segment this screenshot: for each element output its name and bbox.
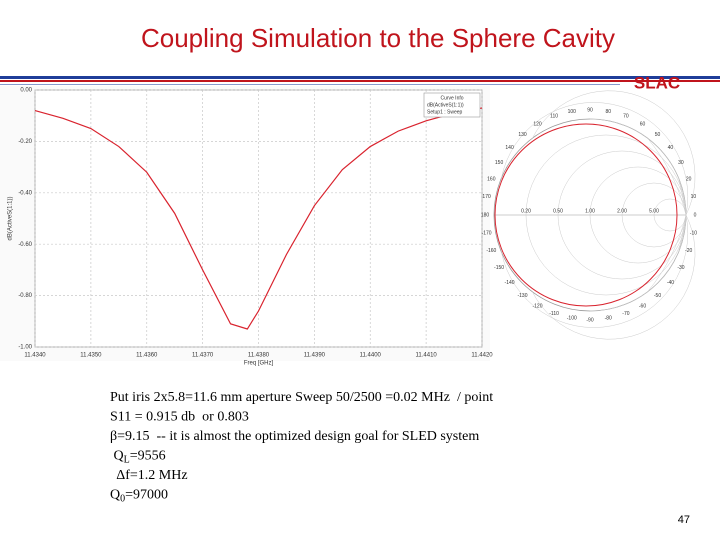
y-tick-label: -0.60 (18, 242, 32, 248)
smith-x-arc (532, 214, 696, 340)
x-tick-label: 11.4420 (471, 353, 493, 359)
smith-angle-label: -70 (622, 311, 629, 317)
smith-angle-label: 140 (505, 145, 514, 151)
smith-r-label: 0.50 (553, 208, 563, 214)
x-axis-label: Freq [GHz] (244, 361, 274, 367)
x-tick-label: 11.4340 (24, 353, 46, 359)
smith-x-arc (501, 102, 689, 216)
y-tick-label: 0.00 (20, 88, 32, 94)
smith-angle-label: 70 (623, 114, 629, 120)
smith-x-arc (589, 214, 687, 312)
smith-x-arc (501, 214, 689, 328)
x-tick-label: 11.4350 (80, 353, 102, 359)
note-line: Q0=97000 (110, 488, 168, 505)
smith-angle-label: 40 (668, 145, 674, 151)
logo: SLAC (634, 73, 680, 92)
x-tick-label: 11.4360 (136, 353, 158, 359)
smith-angle-label: 110 (550, 114, 558, 120)
note-main: Q (110, 488, 120, 503)
legend-text: Setup1 : Sweep (427, 109, 463, 115)
smith-r-label: 0.20 (521, 208, 531, 214)
rule-blue (0, 76, 720, 79)
smith-x-arc (647, 138, 687, 216)
smith-r-label: 5.00 (649, 208, 659, 214)
smith-x-arc (647, 214, 687, 292)
smith-angle-label: -20 (685, 248, 692, 254)
y-tick-label: -0.40 (18, 190, 32, 196)
smith-angle-label: -110 (549, 311, 559, 317)
y-tick-label: -0.80 (18, 293, 32, 299)
smith-x-arc (532, 90, 696, 216)
note-main: Q (110, 449, 124, 464)
x-tick-label: 11.4390 (304, 353, 326, 359)
smith-angle-label: -140 (505, 280, 515, 286)
note-line: QL=9556 (110, 449, 166, 466)
smith-angle-label: -170 (482, 231, 492, 237)
rule-red (0, 80, 720, 82)
note-rest: =9556 (130, 449, 166, 464)
smith-angle-label: 100 (568, 109, 577, 115)
note-subscript: L (124, 455, 130, 466)
smith-x-arc (589, 118, 687, 216)
smith-angle-label: -10 (690, 231, 697, 237)
smith-angle-label: -40 (667, 280, 674, 286)
smith-angle-label: 50 (655, 132, 661, 138)
x-tick-label: 11.4380 (248, 353, 270, 359)
smith-r-label: 1.00 (585, 208, 595, 214)
smith-angle-label: 10 (691, 194, 697, 200)
y-axis-label: dB(ActiveS(1:1)) (8, 196, 14, 240)
note-line: Δf=1.2 MHz (110, 468, 188, 483)
note-subscript: 0 (120, 494, 125, 505)
smith-r-label: 2.00 (617, 208, 627, 214)
smith-angle-label: -90 (586, 317, 593, 323)
rule-thin (0, 84, 620, 85)
note-line: Put iris 2x5.8=11.6 mm aperture Sweep 50… (110, 390, 493, 405)
smith-angle-label: 80 (605, 109, 611, 115)
smith-angle-label: -30 (677, 265, 684, 271)
smith-angle-label: 120 (533, 121, 542, 127)
note-rest: =97000 (125, 488, 168, 503)
note-line: S11 = 0.915 db or 0.803 (110, 410, 249, 425)
x-tick-label: 11.4400 (360, 353, 382, 359)
smith-angle-label: 0 (694, 212, 697, 218)
smith-angle-label: -130 (517, 293, 527, 299)
smith-angle-label: 130 (518, 132, 527, 138)
smith-angle-label: 150 (495, 160, 504, 166)
smith-angle-label: 180 (481, 212, 490, 218)
smith-angle-label: -120 (532, 303, 542, 309)
smith-angle-label: 90 (587, 107, 593, 113)
legend-text: Curve Info (440, 95, 463, 101)
page-number: 47 (678, 514, 690, 526)
smith-trace (494, 123, 678, 307)
smith-angle-label: 20 (686, 176, 692, 182)
smith-angle-label: 60 (640, 121, 646, 127)
smith-angle-label: 30 (678, 160, 684, 166)
smith-angle-label: -50 (654, 293, 661, 299)
smith-angle-label: 160 (487, 176, 496, 182)
x-tick-label: 11.4410 (416, 353, 438, 359)
smith-angle-label: -80 (605, 316, 612, 322)
y-tick-label: -0.20 (18, 139, 32, 145)
smith-angle-label: -60 (639, 303, 646, 309)
y-tick-label: -1.00 (18, 345, 32, 351)
legend-box (423, 92, 481, 118)
legend-text: dB(ActiveS(1:1)) (427, 102, 464, 108)
line-series (34, 107, 483, 330)
smith-angle-label: -160 (486, 248, 496, 254)
x-tick-label: 11.4370 (192, 353, 214, 359)
smith-angle-label: -100 (567, 316, 577, 322)
note-line: β=9.15 -- it is almost the optimized des… (110, 429, 479, 444)
smith-angle-label: -150 (494, 265, 504, 271)
smith-angle-label: 170 (482, 194, 491, 200)
slide-title: Coupling Simulation to the Sphere Cavity (141, 23, 615, 53)
